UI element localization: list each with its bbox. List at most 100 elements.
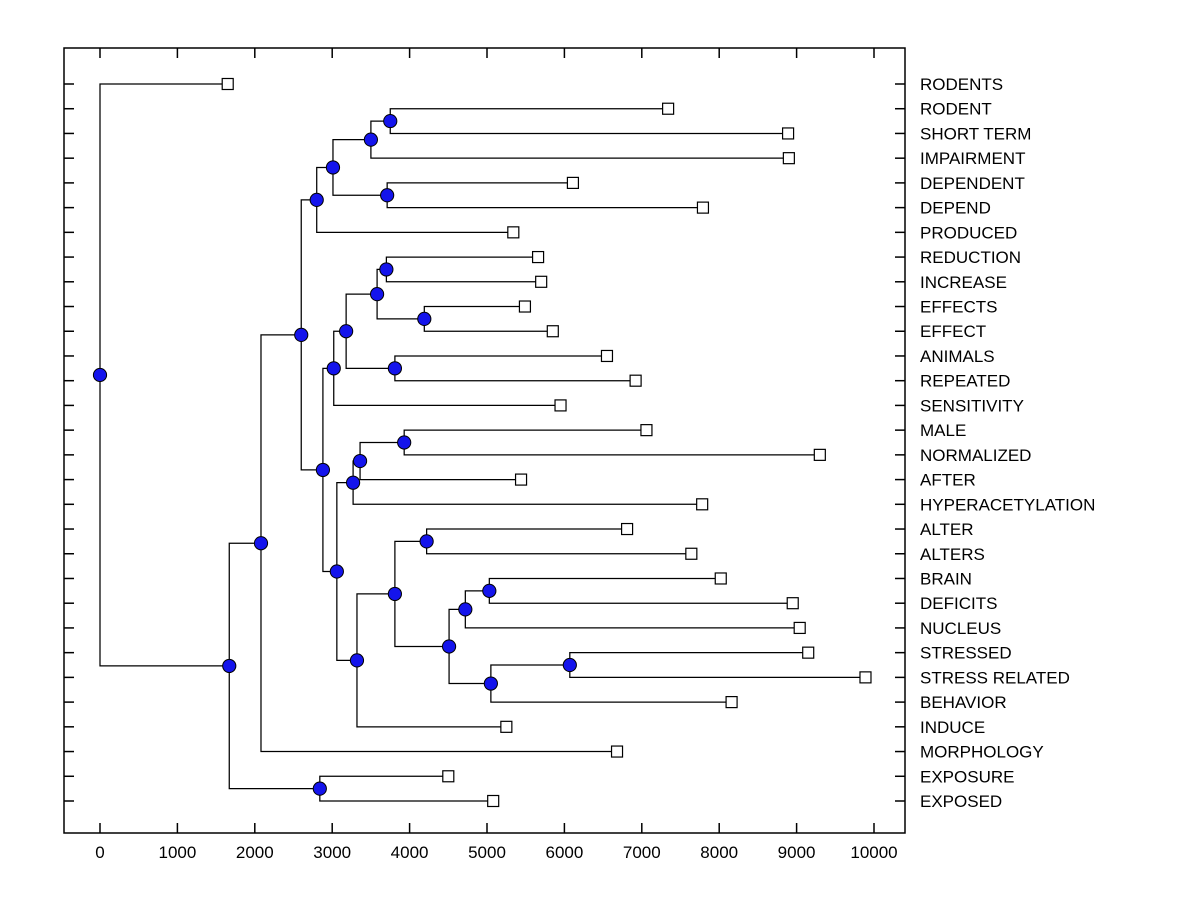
branch-line [322,469,337,573]
branch-line [403,429,647,443]
branch-line [345,293,378,332]
internal-node-marker [253,536,269,551]
x-axis-tick-label: 3000 [313,843,351,862]
branch-line [385,256,539,270]
leaf-marker [546,325,559,338]
branch-line [389,108,669,122]
leaf-label: EFFECT [920,322,986,341]
leaf-label: MORPHOLOGY [920,743,1044,762]
leaf-marker [487,794,500,808]
internal-node-marker [315,462,331,478]
branch-line [228,665,320,790]
internal-node-marker [441,639,457,654]
leaf-label: INCREASE [920,273,1007,292]
x-axis-tick-label: 1000 [158,843,196,862]
x-axis-tick-label: 5000 [468,843,506,862]
leaf-label: BRAIN [920,569,972,588]
leaf-marker [221,77,234,91]
leaf-label: STRESS RELATED [920,668,1070,687]
leaf-marker [566,176,580,189]
leaf-marker [500,720,513,733]
x-axis-tick-label: 2000 [236,843,274,862]
leaf-marker [442,770,455,783]
branch-line [336,571,357,662]
leaf-label: EXPOSED [920,792,1002,811]
leaf-marker [620,522,634,536]
internal-node-marker [363,132,378,147]
internal-node-marker [369,287,385,302]
branch-line [359,461,522,481]
internal-node-marker [325,160,341,175]
axes-box [63,47,906,834]
branch-line [490,664,570,684]
leaf-label: IMPAIRMENT [920,149,1025,168]
internal-node-marker [397,435,412,450]
branch-line [423,305,525,319]
x-axis-tick-label: 9000 [778,843,816,862]
leaf-label: DEPENDENT [920,174,1025,193]
internal-node-marker [345,475,361,490]
x-axis-tick-label: 6000 [545,843,583,862]
leaf-marker [782,152,795,165]
internal-node-marker [309,192,324,207]
branch-line [488,577,721,591]
branch-line [464,609,800,629]
x-axis-tick-label: 0 [95,843,104,862]
branch-line [394,593,450,648]
branch-line [376,294,425,320]
internal-node-marker [349,653,365,668]
branch-line [423,318,553,332]
branch-line [386,182,573,196]
branch-line [336,482,354,572]
leaf-label: BEHAVIOR [920,693,1007,712]
leaf-marker [786,597,799,610]
branch-line [394,355,607,369]
leaf-marker [514,473,528,486]
leaf-marker [507,226,520,239]
internal-node-marker [379,262,394,277]
branch-line [569,652,809,666]
leaf-marker [802,646,815,659]
leaf-marker [793,621,806,635]
leaf-label: PRODUCED [920,223,1017,242]
leaf-label: REDUCTION [920,248,1021,267]
leaf-label: HYPERACETYLATION [920,495,1095,514]
branch-line [332,139,371,168]
branch-line [99,83,228,375]
branch-line [448,646,491,685]
branch-line [260,334,302,544]
branch-line [99,374,230,667]
leaf-marker [725,695,738,709]
branch-line [370,139,789,159]
branch-line [356,660,507,728]
internal-node-marker [92,367,108,383]
branch-line [260,543,618,753]
internal-node-marker [458,602,473,617]
internal-node-marker [383,113,398,129]
x-axis-tick-label: 4000 [391,843,429,862]
branch-line [394,368,636,382]
leaf-label: EXPOSURE [920,767,1014,786]
leaf-marker [640,424,653,437]
branch-line [352,482,703,505]
leaf-label: DEFICITS [920,594,997,613]
branch-line [394,540,427,594]
internal-node-marker [329,564,344,579]
internal-node-marker [352,453,368,469]
branch-line [389,121,789,135]
internal-node-marker [562,657,577,673]
leaf-marker [685,547,698,560]
leaf-label: ALTER [920,520,974,539]
internal-node-marker [380,188,395,203]
leaf-marker [610,745,624,758]
leaf-marker [696,498,709,511]
internal-node-marker [222,658,237,674]
leaf-marker [629,374,642,387]
branch-line [345,331,395,369]
branch-line [228,542,261,666]
internal-node-marker [326,361,341,376]
leaf-label: SENSITIVITY [920,396,1024,415]
x-axis-tick-label: 8000 [700,843,738,862]
leaf-label: INDUCE [920,718,985,737]
